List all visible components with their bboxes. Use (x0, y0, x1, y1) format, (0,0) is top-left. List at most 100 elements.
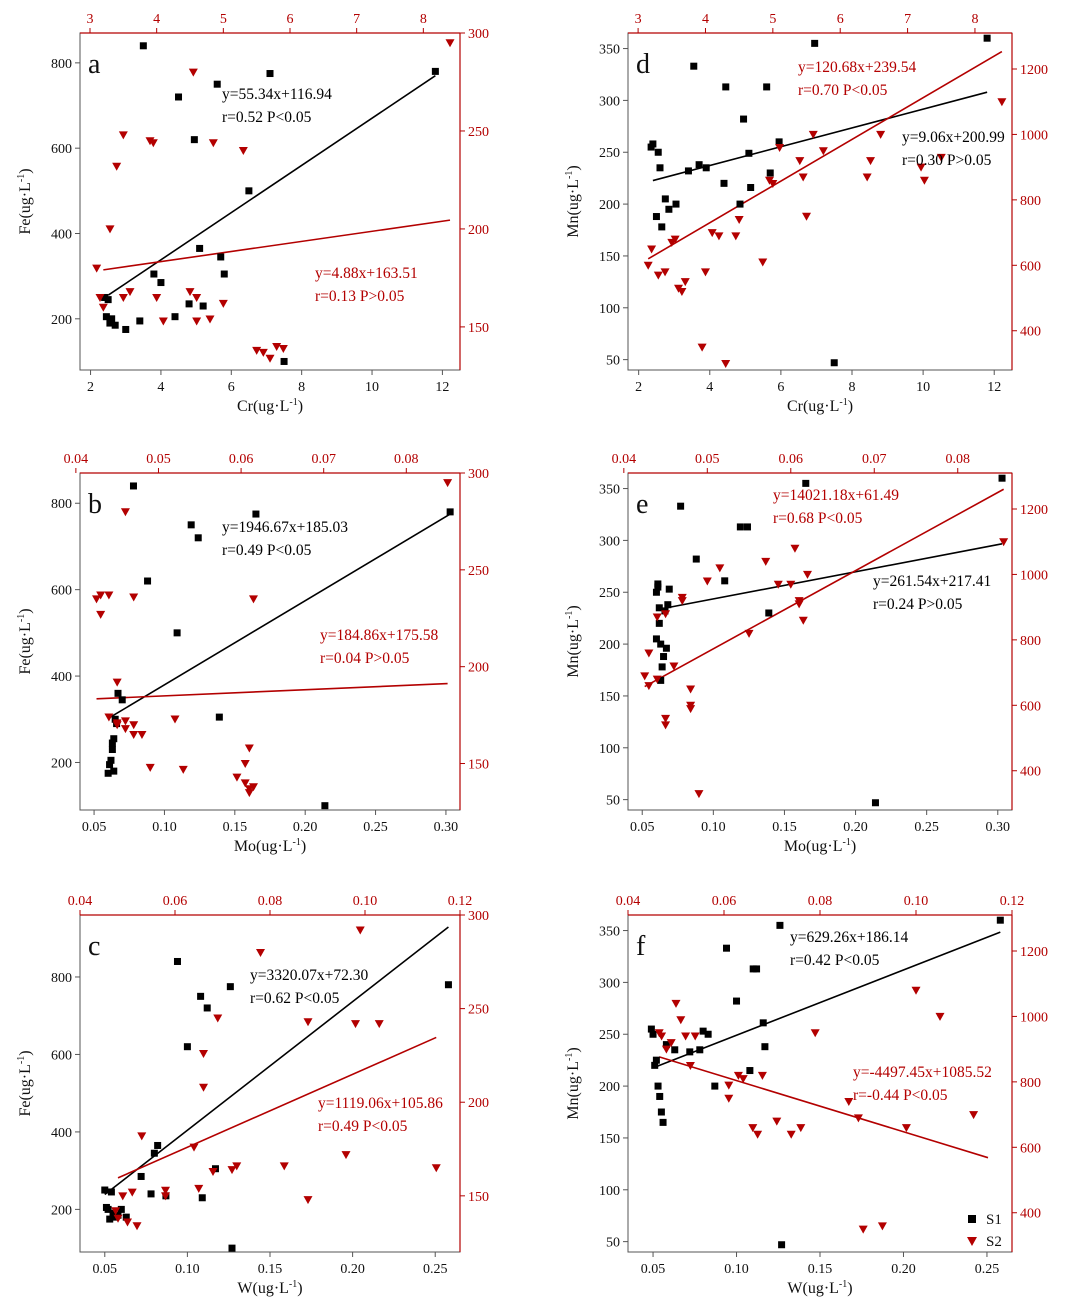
s2-point (192, 317, 202, 326)
s1-point (759, 1019, 767, 1027)
x-tick-label: 0.30 (986, 820, 1011, 835)
s1-point (107, 1188, 115, 1196)
x-axis-title: Cr(ug·L-1) (237, 397, 303, 415)
s1-point (830, 359, 838, 367)
s1-point (766, 169, 774, 177)
s1-point (109, 1209, 117, 1217)
s2-point (653, 271, 663, 280)
chart-panel-d: 2 4 6 8 10 12 50 100 150 200 250 300 350 3 4 5 6 7 8 400 600… (540, 0, 1080, 433)
s1-point (266, 70, 274, 78)
s2-point (123, 1218, 132, 1227)
s1-point (106, 761, 114, 769)
s1-point (203, 1004, 211, 1012)
y2-tick-label: 200 (468, 661, 489, 676)
s2-point (161, 1192, 170, 1201)
s2-point (137, 730, 147, 739)
s1-point (110, 735, 118, 743)
regression-stat-s2: r=0.13 P>0.05 (315, 288, 405, 305)
y2-tick-label: 400 (1020, 765, 1041, 780)
s2-point (795, 157, 805, 166)
s1-point (213, 80, 221, 88)
s2-point (252, 346, 262, 355)
s2-point (818, 147, 828, 156)
y-tick-label: 200 (51, 313, 72, 328)
s2-point (244, 744, 254, 753)
s2-point (92, 595, 102, 604)
s2-point (794, 600, 804, 609)
s2-point (112, 721, 122, 730)
s2-point (96, 610, 106, 619)
y2-tick-label: 400 (1020, 325, 1041, 340)
y-tick-label: 200 (599, 1080, 620, 1095)
x2-tick-label: 0.04 (64, 452, 89, 467)
s1-point (107, 756, 115, 764)
s2-point (113, 1214, 123, 1223)
s1-point (108, 739, 116, 747)
s2-point (148, 139, 158, 148)
y2-tick-label: 800 (1020, 634, 1041, 649)
s1-point (647, 1025, 655, 1033)
chart-svg-a: 2 4 6 8 10 12 200 400 600 800 3 4 5 6 7 8 150 200 250 300 Cr… (16, 12, 489, 415)
s2-point (734, 215, 744, 224)
s2-point (707, 229, 717, 238)
s1-point (652, 635, 660, 643)
s2-point (935, 1012, 945, 1021)
s1-point (173, 629, 181, 637)
regression-equation-s1: y=261.54x+217.41 (873, 573, 991, 590)
s2-point (232, 1162, 242, 1171)
s2-point (790, 544, 800, 553)
s1-point (652, 588, 660, 596)
regression-equation-s1: y=55.34x+116.94 (222, 86, 332, 103)
s2-point (936, 153, 946, 162)
s1-point (173, 957, 181, 965)
s2-point (137, 1132, 147, 1141)
y-tick-label: 200 (51, 756, 72, 771)
s2-point (916, 163, 926, 172)
s2-point (640, 672, 650, 681)
s2-point (644, 649, 654, 658)
x-tick-label: 0.20 (340, 1262, 365, 1277)
s1-point (686, 1048, 694, 1056)
s1-point (196, 244, 204, 252)
x-tick-label: 2 (635, 380, 642, 395)
s2-point (724, 1081, 734, 1090)
s2-point (671, 999, 681, 1008)
y2-tick-label: 1000 (1020, 128, 1048, 143)
s2-point (677, 593, 687, 602)
s1-point (122, 325, 130, 333)
s1-point (658, 223, 666, 231)
x-tick-label: 6 (777, 380, 784, 395)
x-tick-label: 12 (435, 380, 449, 395)
s2-point (877, 1222, 887, 1231)
x-axis-title: Cr(ug·L-1) (787, 397, 853, 415)
s1-point (656, 164, 664, 172)
y2-tick-label: 300 (468, 27, 489, 42)
y2-tick-label: 150 (468, 321, 489, 336)
s2-point (844, 1097, 854, 1106)
plot-frame (79, 914, 461, 1253)
s1-point (733, 997, 741, 1005)
s1-point (753, 965, 761, 973)
s2-point (244, 789, 254, 798)
s1-point (147, 1190, 155, 1198)
s2-point (443, 479, 453, 488)
s1-point (183, 1043, 191, 1051)
panel-letter: a (88, 49, 101, 80)
s1-point (811, 39, 819, 47)
fit-line-s1 (107, 513, 451, 720)
s2-point (145, 763, 155, 772)
s2-point (808, 130, 818, 139)
x-tick-label: 0.30 (434, 820, 459, 835)
s1-point (228, 1244, 236, 1252)
s2-point (104, 713, 114, 722)
s2-point (700, 268, 710, 277)
s1-point (431, 67, 439, 75)
panel-letter: c (88, 931, 100, 962)
s2-point (715, 564, 725, 573)
s1-point (215, 713, 223, 721)
s2-point (170, 715, 180, 724)
x2-tick-label: 4 (153, 12, 160, 27)
s2-point (129, 593, 139, 602)
s1-point (684, 167, 692, 175)
